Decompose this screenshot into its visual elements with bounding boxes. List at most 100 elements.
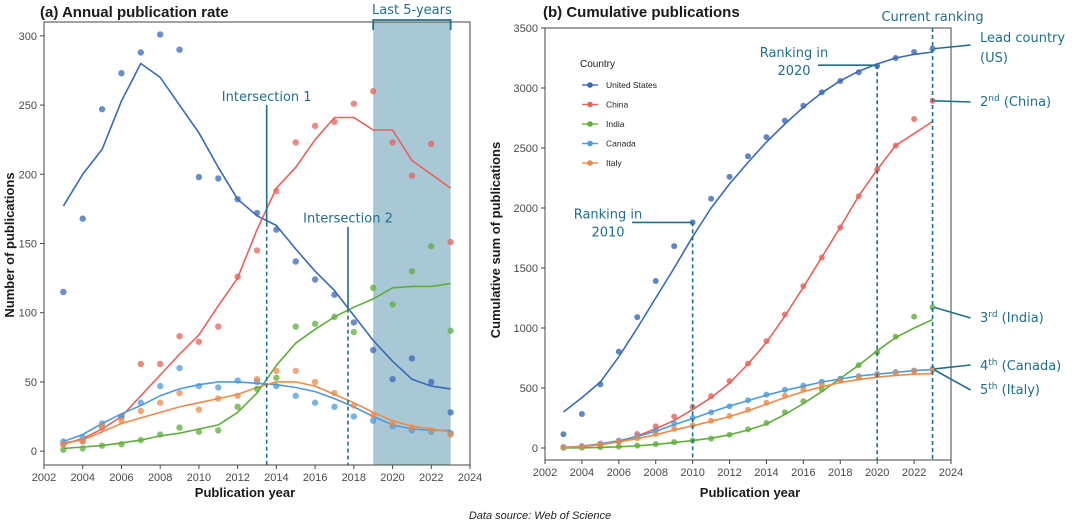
panel-a-ylabel: Number of publications	[2, 172, 17, 317]
cum-point-italy	[652, 430, 659, 437]
rank-pointer	[934, 44, 971, 50]
point-india	[195, 428, 203, 435]
cum-point-india	[708, 435, 715, 442]
point-united-states	[156, 31, 164, 38]
panel-b: (b) Cumulative publications Publication …	[488, 4, 1065, 500]
point-china	[369, 88, 377, 95]
y-tick-label: 3000	[514, 83, 538, 95]
point-united-states	[176, 46, 183, 53]
y-tick-label: 250	[19, 100, 37, 112]
x-tick-label: 2012	[225, 472, 249, 484]
y-tick-label: 2000	[514, 203, 538, 215]
point-china	[292, 139, 299, 146]
lead-country-label-line1: Lead country	[980, 31, 1065, 46]
cum-point-india	[634, 442, 641, 449]
panel-a: (a) Annual publication rate Publication …	[2, 3, 482, 500]
cum-point-india	[855, 362, 862, 369]
cum-point-united-states	[671, 243, 678, 250]
cum-point-italy	[911, 368, 918, 375]
cum-point-india	[615, 443, 622, 450]
cum-point-china	[708, 393, 715, 400]
cum-point-india	[818, 386, 825, 393]
legend-swatch-dot	[587, 160, 593, 166]
last-5-years-label: Last 5-years	[372, 3, 452, 18]
x-tick-label: 2014	[264, 472, 288, 484]
cum-point-india	[652, 441, 659, 448]
cum-point-canada	[745, 397, 751, 404]
cum-point-china	[911, 115, 918, 122]
cum-point-italy	[781, 392, 788, 399]
x-tick-label: 2018	[342, 472, 366, 484]
legend-swatch-dot	[587, 101, 593, 108]
x-tick-label: 2006	[607, 467, 631, 479]
point-italy	[215, 395, 222, 402]
point-canada	[195, 382, 203, 390]
point-china	[137, 360, 145, 368]
point-italy	[350, 402, 358, 409]
point-united-states	[118, 70, 125, 77]
point-india	[331, 313, 338, 321]
lead-country-label-line2: (US)	[980, 51, 1008, 66]
point-canada	[311, 399, 319, 406]
cum-point-italy	[689, 422, 696, 429]
point-china	[273, 187, 280, 195]
legend-entry-china: China	[582, 100, 628, 110]
panel-b-frame	[544, 27, 952, 461]
point-italy	[273, 367, 280, 375]
cum-point-china	[818, 254, 825, 261]
x-tick-label: 2008	[643, 467, 667, 479]
point-italy	[292, 367, 299, 375]
ranking-2020-label-line2: 2020	[777, 64, 810, 79]
x-tick-label: 2004	[70, 472, 94, 484]
x-tick-label: 2022	[902, 467, 926, 479]
cum-point-united-states	[837, 78, 844, 85]
cum-point-united-states	[763, 134, 770, 141]
cum-point-united-states	[634, 314, 641, 321]
last-5-years-shade	[373, 22, 451, 465]
legend-entry-india: India	[582, 119, 625, 129]
point-china	[311, 122, 319, 130]
cum-point-china	[763, 338, 770, 345]
point-united-states	[195, 173, 203, 181]
cum-point-italy	[597, 441, 604, 448]
point-canada	[156, 382, 164, 390]
point-china	[234, 273, 241, 280]
cum-point-china	[855, 193, 862, 200]
point-united-states	[292, 258, 299, 265]
cum-point-united-states	[892, 55, 899, 61]
point-india	[389, 301, 396, 308]
cum-point-india	[726, 431, 733, 438]
point-canada	[234, 377, 241, 384]
cum-point-italy	[634, 435, 641, 442]
point-united-states	[311, 276, 319, 283]
point-china	[176, 333, 183, 340]
panel-b-ylabel: Cumulative sum of publications	[488, 142, 503, 338]
cum-point-united-states	[929, 45, 936, 52]
point-united-states	[369, 346, 377, 354]
x-tick-label: 2020	[380, 472, 404, 484]
y-tick-label: 1500	[514, 263, 538, 275]
panel-b-points	[560, 45, 936, 451]
point-italy	[195, 406, 203, 413]
panel-a-title: (a) Annual publication rate	[40, 4, 229, 21]
cum-point-canada	[671, 420, 678, 427]
cum-point-united-states	[560, 431, 567, 438]
trend-line-china	[63, 116, 452, 445]
point-india	[118, 441, 125, 448]
x-tick-label: 2024	[458, 472, 482, 484]
point-india	[253, 385, 261, 393]
x-tick-label: 2022	[419, 472, 443, 484]
legend-swatch-dot	[587, 82, 593, 88]
panel-b-title: (b) Cumulative publications	[543, 4, 740, 21]
point-united-states	[253, 209, 261, 217]
point-india	[273, 374, 280, 381]
ranking-2010-label-line1: Ranking in	[574, 207, 643, 222]
point-united-states	[331, 291, 338, 298]
x-tick-label: 2020	[865, 467, 889, 479]
cum-point-india	[781, 409, 788, 416]
point-india	[311, 320, 319, 327]
point-india	[350, 328, 358, 336]
cum-point-china	[800, 283, 807, 290]
point-italy	[118, 417, 125, 424]
cum-point-canada	[763, 391, 770, 398]
